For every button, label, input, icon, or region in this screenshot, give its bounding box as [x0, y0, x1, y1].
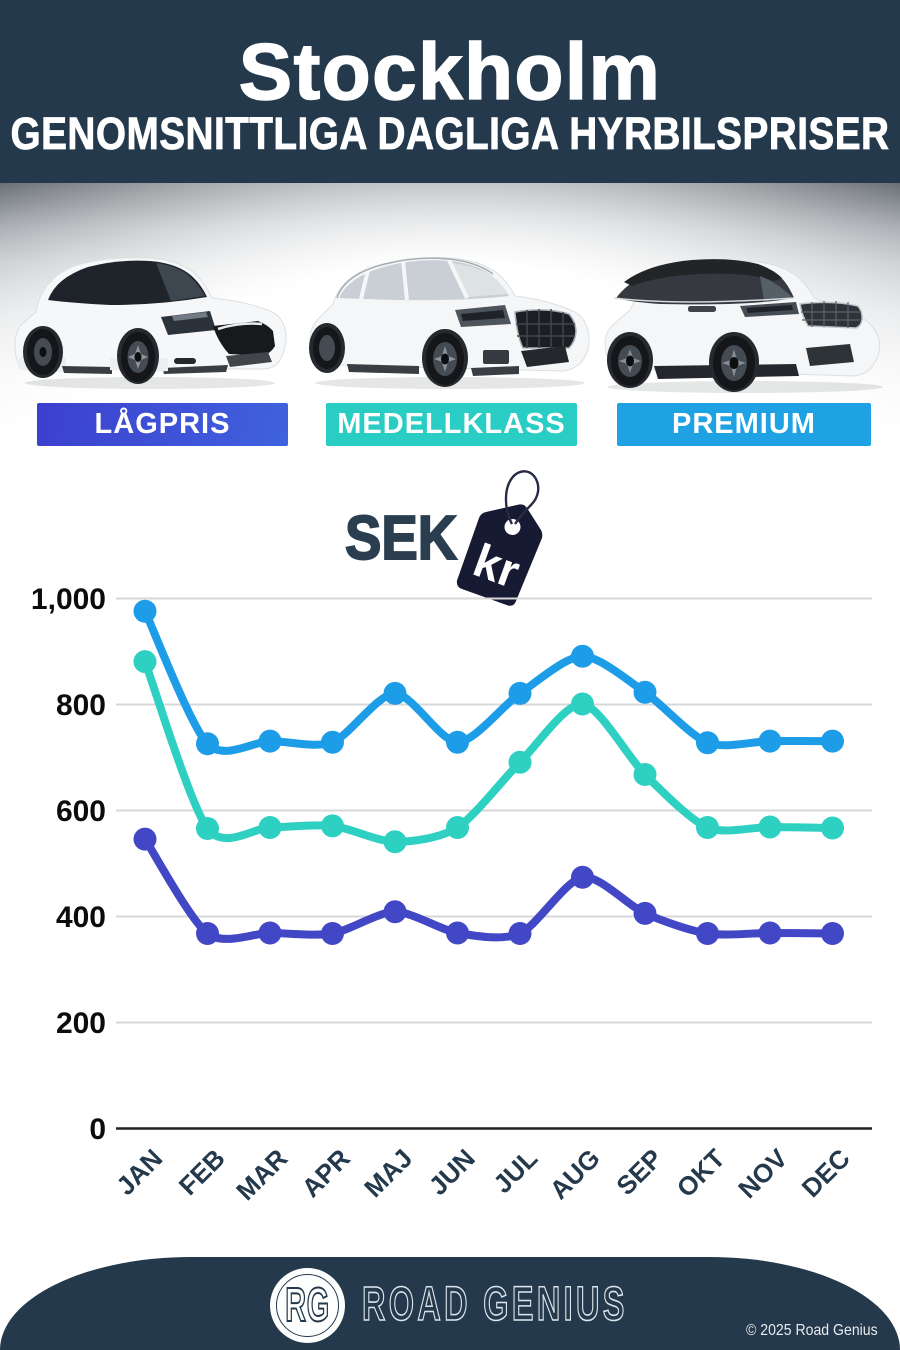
svg-text:600: 600: [56, 795, 106, 828]
svg-text:200: 200: [56, 1007, 106, 1040]
svg-text:800: 800: [56, 689, 106, 722]
svg-text:MAR: MAR: [230, 1143, 293, 1206]
svg-text:400: 400: [56, 901, 106, 934]
svg-text:FEB: FEB: [173, 1143, 231, 1201]
svg-text:DEC: DEC: [796, 1143, 856, 1203]
svg-text:SEP: SEP: [610, 1143, 668, 1201]
svg-text:NOV: NOV: [732, 1143, 794, 1205]
svg-text:OKT: OKT: [671, 1143, 731, 1203]
svg-text:APR: APR: [296, 1143, 356, 1203]
svg-text:AUG: AUG: [544, 1143, 606, 1205]
svg-text:JUN: JUN: [423, 1143, 481, 1201]
svg-text:JAN: JAN: [110, 1143, 168, 1201]
svg-text:MAJ: MAJ: [358, 1143, 418, 1203]
svg-text:0: 0: [89, 1113, 106, 1146]
svg-text:1,000: 1,000: [31, 583, 106, 616]
svg-text:JUL: JUL: [487, 1143, 543, 1199]
